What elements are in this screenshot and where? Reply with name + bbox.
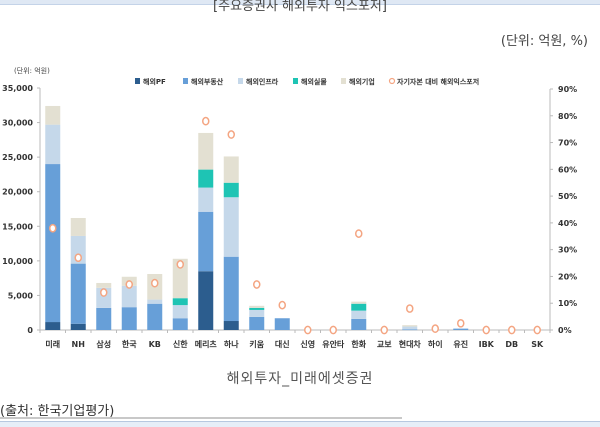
svg-text:35,000: 35,000 xyxy=(2,84,33,93)
chart-caption: 해외투자_미래에셋증권 xyxy=(226,371,374,387)
chart-ratio-points xyxy=(49,116,541,335)
svg-text:40%: 40% xyxy=(558,219,577,228)
svg-text:5,000: 5,000 xyxy=(8,291,34,300)
source-note: (출처: 한국기업평가) xyxy=(0,404,115,419)
svg-text:하나: 하나 xyxy=(224,339,239,349)
svg-text:유진: 유진 xyxy=(453,339,468,349)
svg-text:SK: SK xyxy=(531,340,544,349)
svg-text:현대차: 현대차 xyxy=(399,339,422,349)
svg-text:NH: NH xyxy=(72,340,85,349)
svg-text:90%: 90% xyxy=(558,85,577,94)
svg-text:메리츠: 메리츠 xyxy=(195,339,218,349)
top-border xyxy=(0,0,600,5)
svg-text:신한: 신한 xyxy=(173,339,188,349)
svg-text:20%: 20% xyxy=(558,272,577,281)
svg-text:60%: 60% xyxy=(558,165,577,174)
chart-axes: 0 5,000 10,000 15,000 20,000 25,000 30,000 35,0… xyxy=(2,84,577,349)
svg-text:해외인프라: 해외인프라 xyxy=(246,77,279,86)
svg-text:25,000: 25,000 xyxy=(2,153,33,162)
svg-text:대신: 대신 xyxy=(275,339,290,349)
svg-text:하이: 하이 xyxy=(428,339,443,349)
unit-note: (단위: 억원, %) xyxy=(500,34,588,49)
stacked-bar-chart: (단위: 억원) 해외PF 해외부동산 해외인프라 해외실물 해외기업 자기자본 대비 해… xyxy=(2,66,577,349)
bottom-border xyxy=(0,421,600,427)
chart-header-title: [주요증권사 해외투자 익스포저] xyxy=(213,0,387,12)
svg-text:10%: 10% xyxy=(558,299,577,308)
svg-text:0%: 0% xyxy=(558,326,572,335)
svg-text:한화: 한화 xyxy=(351,339,366,349)
svg-text:80%: 80% xyxy=(558,112,577,121)
svg-text:50%: 50% xyxy=(558,192,577,201)
svg-text:0: 0 xyxy=(27,326,33,335)
svg-text:유안타: 유안타 xyxy=(322,339,345,349)
svg-text:15,000: 15,000 xyxy=(2,222,33,231)
svg-text:해외기업: 해외기업 xyxy=(349,77,375,86)
svg-text:해외PF: 해외PF xyxy=(143,77,166,86)
svg-text:10,000: 10,000 xyxy=(2,257,33,266)
chart-unit-label: (단위: 억원) xyxy=(14,66,50,75)
svg-text:해외실물: 해외실물 xyxy=(301,77,327,86)
svg-text:한국: 한국 xyxy=(122,339,137,349)
svg-text:30%: 30% xyxy=(558,246,577,255)
svg-text:해외부동산: 해외부동산 xyxy=(191,77,224,86)
svg-text:30,000: 30,000 xyxy=(2,119,33,128)
source-underline xyxy=(0,417,402,419)
svg-text:IBK: IBK xyxy=(479,340,495,349)
svg-text:KB: KB xyxy=(149,340,161,349)
svg-text:신영: 신영 xyxy=(300,339,315,349)
svg-text:삼성: 삼성 xyxy=(96,339,111,349)
svg-text:자기자본 대비 해외익스포저: 자기자본 대비 해외익스포저 xyxy=(397,77,479,86)
svg-text:교보: 교보 xyxy=(377,340,392,349)
svg-text:키움: 키움 xyxy=(249,339,264,349)
svg-text:DB: DB xyxy=(505,340,518,349)
chart-bars xyxy=(45,105,469,331)
svg-text:70%: 70% xyxy=(558,139,577,148)
svg-text:미래: 미래 xyxy=(45,339,60,349)
chart-legend: 해외PF 해외부동산 해외인프라 해외실물 해외기업 자기자본 대비 해외익스포저 xyxy=(135,77,479,86)
svg-text:20,000: 20,000 xyxy=(2,188,33,197)
